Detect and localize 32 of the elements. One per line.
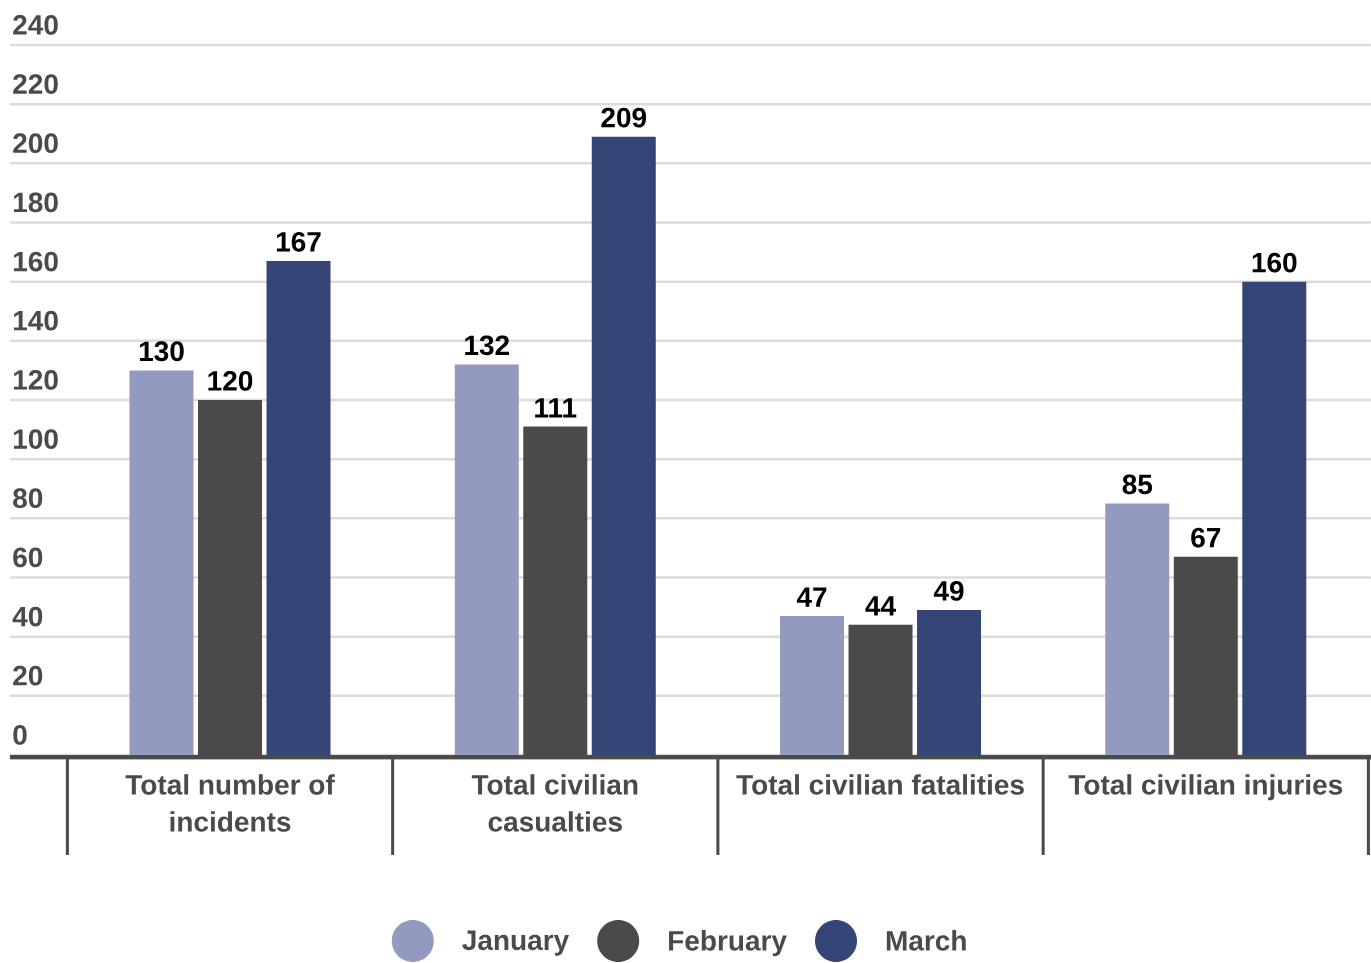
- y-tick-label: 180: [13, 192, 58, 213]
- data-label: 111: [535, 398, 577, 418]
- x-tick-label: Total civilian injuries: [1068, 774, 1343, 801]
- x-tick-label: Total civilian casualties: [471, 774, 638, 832]
- y-tick-label: 80: [13, 488, 43, 509]
- data-label: 132: [465, 335, 509, 356]
- y-tick-label: 200: [13, 133, 58, 154]
- y-tick-label: 20: [13, 665, 43, 686]
- data-label: 167: [276, 231, 321, 252]
- y-tick-label: 120: [13, 369, 58, 390]
- data-label: 49: [933, 581, 964, 601]
- data-label: 47: [796, 587, 827, 607]
- y-tick-label: 100: [13, 429, 58, 449]
- y-tick-label: 160: [13, 251, 58, 272]
- x-tick-label: Total civilian fatalities: [736, 774, 1024, 795]
- data-label: 85: [1122, 474, 1153, 495]
- x-tick-label: Total number of incidents: [125, 774, 335, 832]
- legend-label: January: [462, 930, 570, 956]
- y-tick-label: 60: [13, 547, 43, 568]
- y-tick-label: 0: [13, 724, 27, 745]
- y-tick-label: 220: [13, 74, 58, 94]
- data-label: 120: [208, 370, 253, 391]
- y-tick-label: 240: [13, 14, 58, 35]
- data-label: 209: [601, 107, 647, 128]
- legend-label: March: [886, 930, 966, 951]
- data-label: 67: [1191, 527, 1221, 548]
- data-label: 130: [139, 341, 184, 362]
- y-tick-label: 40: [12, 606, 43, 627]
- y-tick-label: 140: [13, 310, 58, 331]
- legend-label: February: [669, 930, 787, 957]
- data-label: 44: [865, 596, 896, 616]
- data-label: 160: [1252, 252, 1297, 273]
